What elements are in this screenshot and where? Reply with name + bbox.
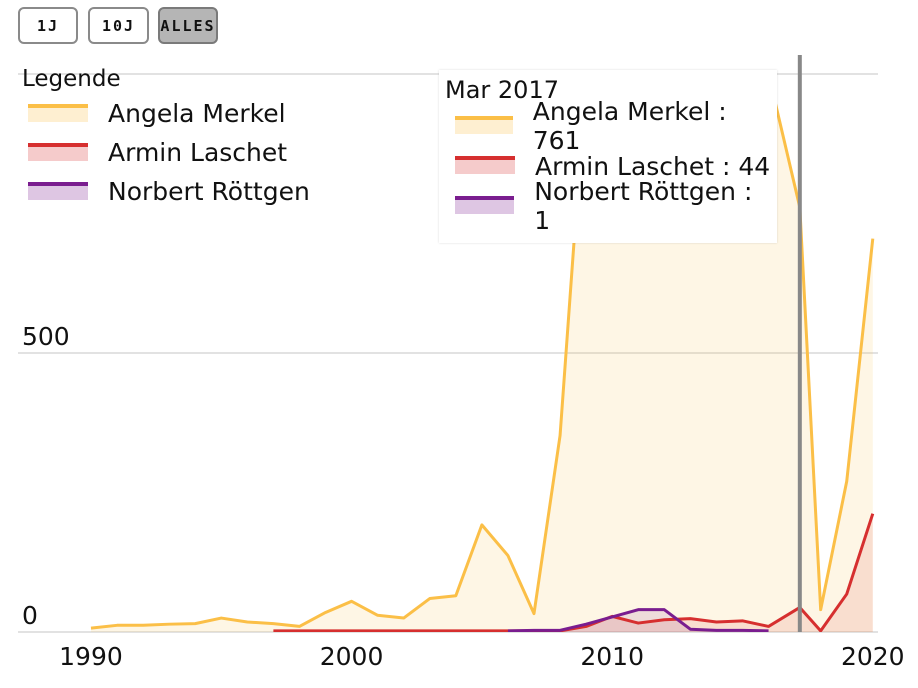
tooltip-row-roettgen: Norbert Röttgen : 1 [445,177,773,235]
tooltip-title: Mar 2017 [445,76,559,104]
tooltip-label: Norbert Röttgen : 1 [534,177,753,235]
x-tick-label-2020: 2020 [841,642,905,671]
legend-swatch-laschet [28,142,88,163]
y-tick-label-0: 0 [22,601,38,630]
range-button-10j[interactable]: 10J [88,7,149,44]
legend-item-laschet[interactable]: Armin Laschet [18,133,310,172]
hover-tooltip: Mar 2017 Angela Merkel : 761 Armin Lasch… [439,70,777,243]
tooltip-row-laschet: Armin Laschet : 44 [445,146,773,186]
legend-title: Legende [22,66,121,92]
y-tick-label-500: 500 [22,322,70,351]
legend-item-roettgen[interactable]: Norbert Röttgen [18,172,310,211]
legend-label: Angela Merkel [108,99,286,128]
tooltip-swatch-merkel [455,116,513,136]
tooltip-label: Armin Laschet : 44 [535,151,771,181]
range-button-1j[interactable]: 1J [18,7,78,44]
x-tick-label-2000: 2000 [320,642,384,671]
x-tick-label-1990: 1990 [59,642,123,671]
legend-label: Armin Laschet [108,138,288,167]
range-button-alles[interactable]: ALLES [158,7,218,44]
tooltip-swatch-laschet [455,156,515,176]
legend-item-merkel[interactable]: Angela Merkel [18,94,310,133]
x-tick-label-2010: 2010 [580,642,644,671]
series-line-merkel [90,74,875,630]
legend-swatch-roettgen [28,181,88,202]
legend-label: Norbert Röttgen [108,177,310,206]
tooltip-label: Angela Merkel : 761 [532,97,727,155]
legend-swatch-merkel [28,103,88,124]
legend: Legende Angela Merkel Armin Laschet Norb… [18,66,310,211]
series-area-roettgen [507,609,769,632]
tooltip-swatch-roettgen [455,196,515,216]
series-line-roettgen [507,608,769,632]
tooltip-row-merkel: Angela Merkel : 761 [445,97,773,155]
